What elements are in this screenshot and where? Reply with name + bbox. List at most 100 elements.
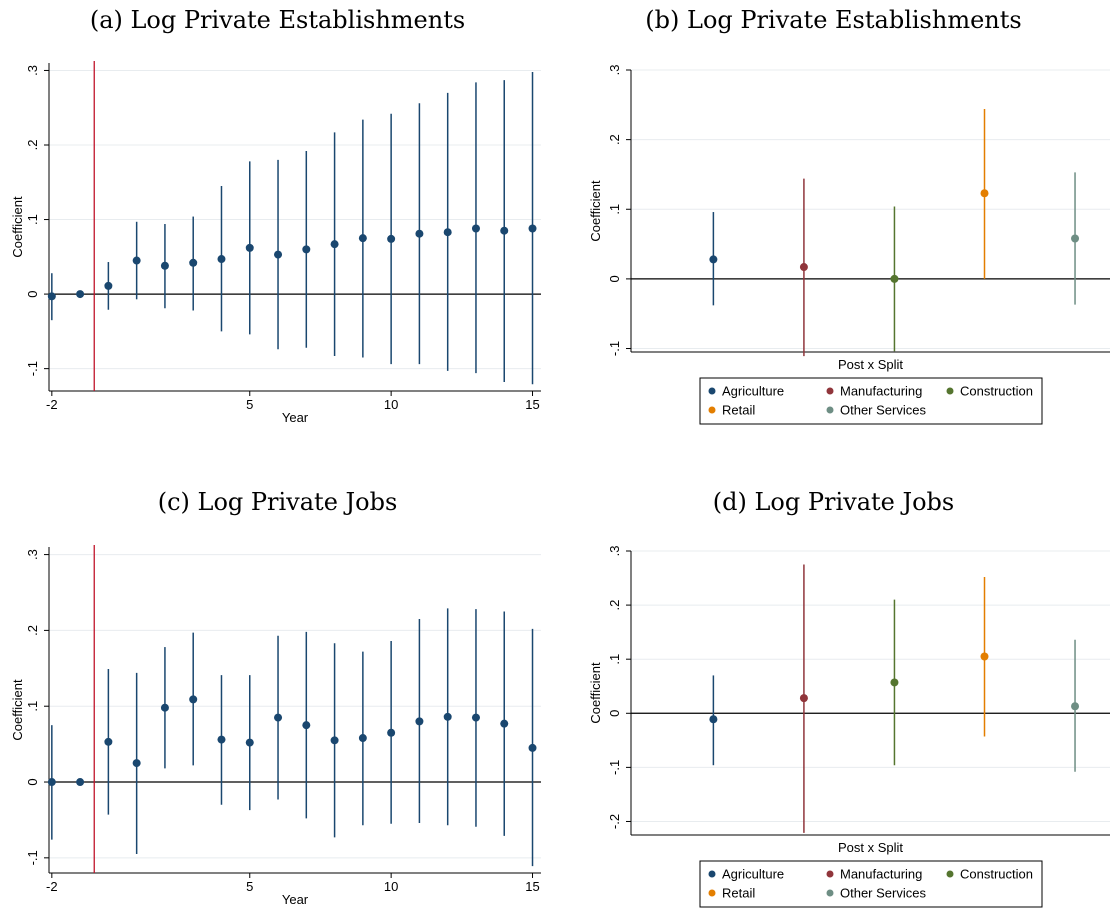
data-point [189,258,198,267]
x-tick-label: 15 [525,397,539,412]
data-point [387,234,396,243]
y-tick-label: .3 [607,546,622,557]
y-axis-label: Coefficient [10,679,25,741]
data-point [980,652,989,661]
legend-label: Other Services [840,403,926,418]
legend-marker [708,870,716,878]
data-point [132,256,141,265]
data-point [528,224,537,233]
data-point [302,245,311,254]
panel-title: (d) Log Private Jobs [712,488,955,516]
y-tick-label: -.1 [607,760,622,775]
legend-label: Other Services [840,886,926,901]
legend-box [699,377,1043,425]
x-axis-label: Year [282,410,309,425]
data-point [358,234,367,243]
y-axis-label: Coefficient [588,662,603,724]
data-point [799,694,808,703]
panel-a: (a) Log Private Establishments -.1 0 .1 .2.… [0,0,555,461]
legend-marker [826,387,834,395]
legend-marker [826,889,834,897]
y-tick-label: -.1 [25,361,40,376]
y-tick-label: .1 [607,204,622,215]
data-point [500,719,509,728]
data-point [245,243,254,252]
chart-b: -.1 0 .1 .2 .3 Post x Split Coefficient Agricul… [588,65,1110,425]
legend-marker [708,889,716,897]
data-point [217,735,226,744]
legend-marker [826,870,834,878]
data-point [104,737,113,746]
legend-marker [708,387,716,395]
data-point [47,778,56,787]
data-point [217,255,226,264]
data-point [330,736,339,745]
data-point [104,281,113,290]
y-axis-label: Coefficient [10,196,25,258]
data-point [709,715,718,724]
x-tick-label: 10 [384,397,398,412]
data-point [189,695,198,704]
data-point [528,743,537,752]
y-tick-label: -.2 [607,814,622,829]
panel-title: (a) Log Private Establishments [89,6,466,34]
y-tick-label: .1 [607,654,622,665]
legend-label: Retail [722,403,755,418]
x-tick-label: 15 [525,879,539,894]
data-point [890,678,899,687]
chart-c: -.1 0 .1 .2 .3 -2 5 10 15 Year Coefficient [10,545,541,907]
legend-label: Construction [960,384,1033,399]
y-tick-label: .1 [25,701,40,712]
data-point [302,721,311,730]
x-tick-label: 5 [246,879,253,894]
y-tick-label: -.1 [25,850,40,865]
x-axis-label: Post x Split [838,840,903,855]
y-tick-label: .3 [25,549,40,560]
legend-label: Agriculture [722,384,784,399]
data-point [709,255,718,264]
data-point [1071,702,1080,711]
chart-d: -.2 -.1 0 .1 .2 .3 Post x Split Coefficient Agri… [588,546,1110,908]
data-point [443,712,452,721]
x-tick-label: 10 [384,879,398,894]
y-tick-label: .1 [25,214,40,225]
x-tick-label: -2 [46,397,58,412]
data-point [890,274,899,283]
data-point [245,738,254,747]
data-point [415,229,424,238]
data-point [980,189,989,198]
panel-title: (c) Log Private Jobs [157,488,398,516]
panel-b: (b) Log Private Establishments -.1 0 .1 .2.… [556,0,1111,461]
data-point [443,228,452,237]
data-point [132,759,141,768]
y-tick-label: .2 [25,625,40,636]
y-tick-label: 0 [607,275,622,282]
panel-c: (c) Log Private Jobs -.1 0 .1 .2 .3 -2 5 10 15 Ye… [0,461,555,922]
x-tick-label: -2 [46,879,58,894]
panel-d: (d) Log Private Jobs -.2 -.1 0 .1 .2 .3 Post x… [556,461,1111,922]
data-point [160,261,169,270]
legend-label: Agriculture [722,867,784,882]
x-axis-label: Year [282,892,309,907]
data-point [799,263,808,272]
data-point [471,224,480,233]
data-point [274,713,283,722]
data-point [415,717,424,726]
y-tick-label: 0 [607,710,622,717]
legend-label: Construction [960,867,1033,882]
legend-marker [826,406,834,414]
y-tick-label: .2 [25,140,40,151]
data-point [76,778,85,787]
data-point [1071,234,1080,243]
legend-label: Manufacturing [840,867,922,882]
y-tick-label: .2 [607,600,622,611]
y-tick-label: .3 [607,65,622,76]
chart-a: -.1 0 .1 .2 .3 -2 5 10 15 Year Coefficient [10,61,541,425]
data-point [330,240,339,249]
data-point [471,713,480,722]
x-tick-label: 5 [246,397,253,412]
y-tick-label: .2 [607,134,622,145]
legend-marker [708,406,716,414]
legend-marker [946,870,954,878]
legend-label: Manufacturing [840,384,922,399]
